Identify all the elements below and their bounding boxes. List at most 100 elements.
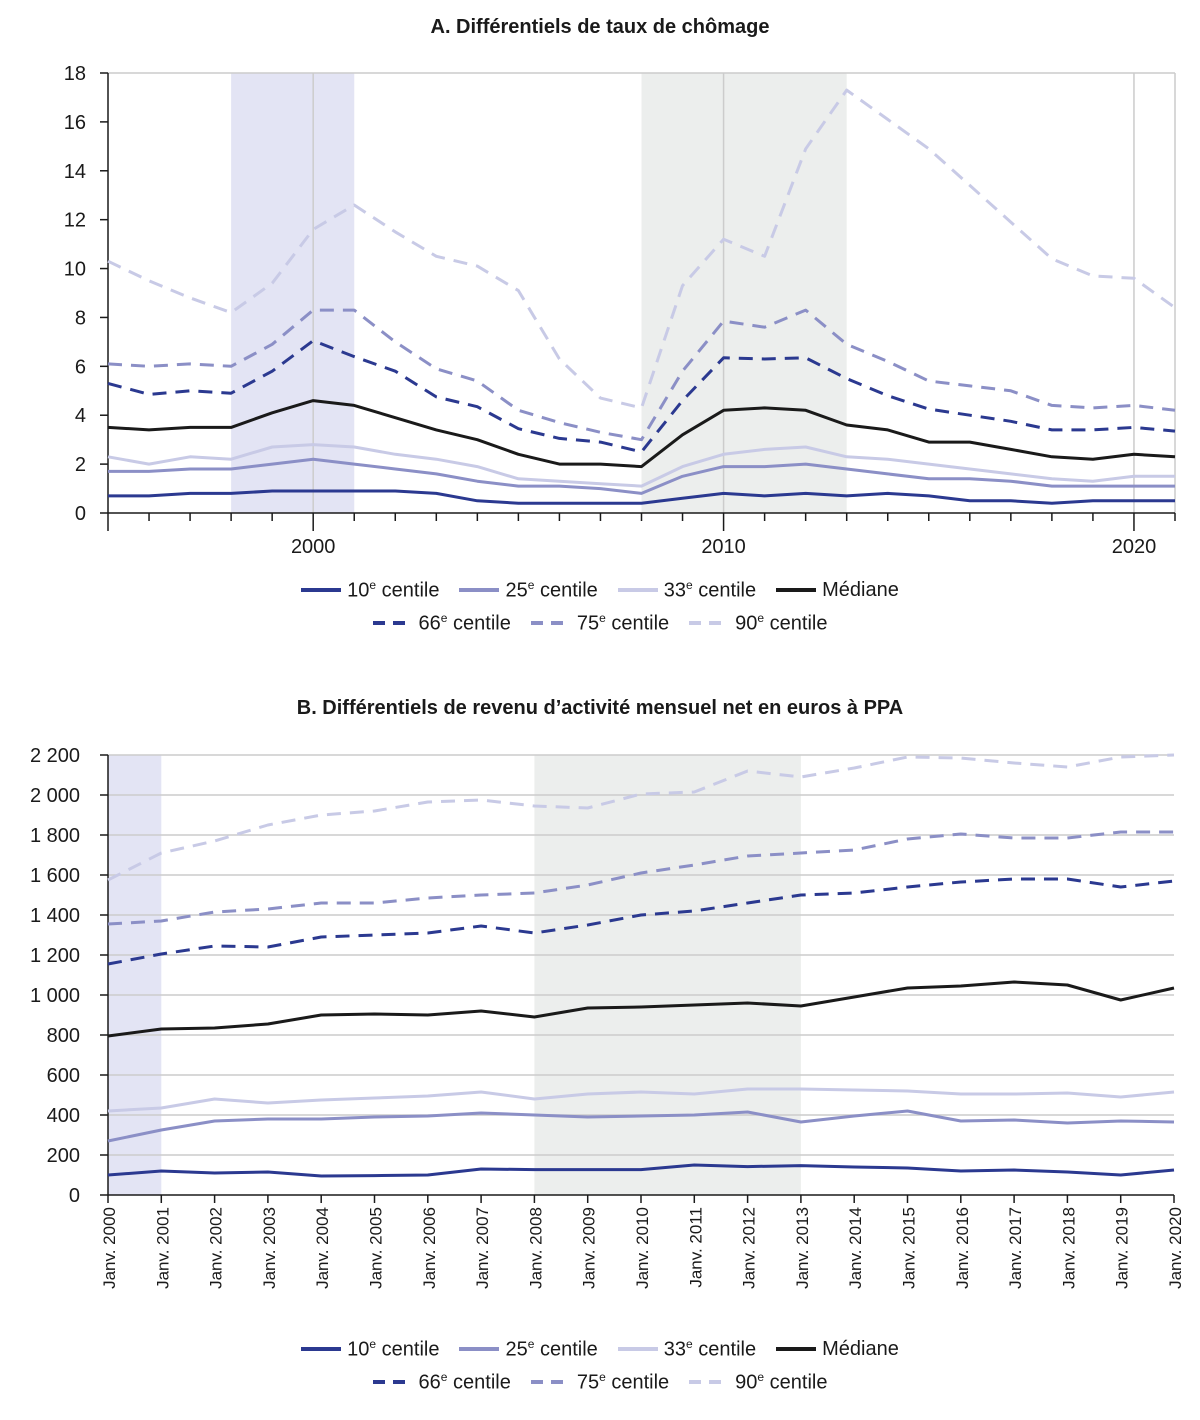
- chart-a-x-tick-label: 2010: [701, 536, 746, 558]
- chart-a-y-tick-label: 10: [64, 259, 86, 281]
- chart-b-y-tick-label: 600: [47, 1065, 80, 1087]
- chart-a-shaded-period: [641, 73, 847, 513]
- chart-a-legend-swatch-p33: [617, 588, 658, 593]
- chart-b-legend-item-p25: 25e centile: [459, 1337, 598, 1362]
- chart-b-x-tick-label: Janv. 2004: [313, 1207, 332, 1289]
- chart-b-legend-item-p66: 66e centile: [372, 1369, 511, 1395]
- chart-b-y-tick-label: 1 400: [30, 905, 80, 927]
- chart-a-legend-swatch-p10: [301, 588, 342, 593]
- chart-a-y-tick-label: 0: [75, 503, 86, 525]
- chart-a-series-line-p10: [108, 489, 1175, 505]
- chart-a-legend-swatch-p25: [459, 588, 500, 593]
- chart-a-legend-label-p90: 90e centile: [735, 610, 828, 635]
- chart-b-x-tick-label: Janv. 2000: [100, 1207, 119, 1289]
- chart-b-y-tick-label: 2 200: [30, 745, 80, 767]
- chart-a-legend-label-p33: 33e centile: [663, 578, 757, 602]
- chart-b-y-tick-label: 1 000: [30, 985, 80, 1007]
- chart-a-legend-item-med: Médiane: [776, 579, 899, 602]
- chart-a-legend-item-p66: 66e centile: [372, 610, 511, 636]
- chart-b-legend-swatch-p25: [459, 1347, 500, 1352]
- chart-b-shaded-period: [108, 755, 162, 1195]
- chart-b-legend-row: 10e centile 25e centile 33e centile Médiane: [301, 1337, 899, 1362]
- chart-b-x-tick-label: Janv. 2017: [1006, 1207, 1025, 1289]
- chart-b-x-tick-label: Janv. 2011: [686, 1207, 705, 1288]
- chart-b-x-tick-label: Janv. 2014: [846, 1207, 865, 1289]
- chart-a-legend-swatch-p75: [530, 620, 571, 625]
- chart-b-legend-label-p66: 66e centile: [418, 1369, 511, 1394]
- chart-b-legend-item-p75: 75e centile: [530, 1369, 670, 1395]
- chart-a-legend-item-p90: 90e centile: [689, 611, 827, 636]
- chart-b-legend-swatch-p90: [689, 1379, 730, 1384]
- chart-b-series-line-p10: [107, 1163, 1175, 1178]
- chart-b-y-tick-label: 400: [47, 1105, 80, 1127]
- chart-b-legend-swatch-p75: [530, 1379, 571, 1384]
- chart-a-legend-row: 10e centile 25e centile 33e centile Médiane: [301, 578, 899, 603]
- chart-b-x-tick-label: Janv. 2003: [260, 1207, 279, 1289]
- chart-b: 0 200 400 600 800 1 000 1 200 1 400 1 600 1 800 2 …: [30, 745, 1185, 1289]
- chart-b-x-tick-label: Janv. 2007: [473, 1207, 492, 1289]
- chart-b-x-tick-label: Janv. 2020: [1166, 1207, 1185, 1289]
- chart-b-x-tick-label: Janv. 2002: [207, 1207, 226, 1289]
- chart-b-series-line-med: [107, 980, 1175, 1038]
- chart-a-series-line-p25: [108, 457, 1175, 495]
- chart-b-y-tick-label: 2 000: [30, 785, 80, 807]
- chart-b-y-tick-label: 1 800: [30, 825, 80, 847]
- chart-a-shaded-period: [231, 73, 355, 513]
- chart-b-legend-swatch-p33: [617, 1347, 658, 1352]
- chart-a-series-line-p66: [107, 339, 1176, 454]
- chart-a-legend-item-p10: 10e centile: [301, 578, 439, 603]
- chart-b-x-tick-label: Janv. 2018: [1059, 1207, 1078, 1289]
- chart-a-x-tick-label: 2000: [291, 536, 336, 558]
- chart-b-legend-label-p10: 10e centile: [347, 1337, 440, 1361]
- chart-a-legend-label-p75: 75e centile: [576, 610, 670, 635]
- chart-b-series-line-p33: [107, 1087, 1175, 1113]
- chart-b-x-tick-label: Janv. 2001: [153, 1207, 172, 1289]
- chart-a-y-tick-label: 12: [64, 210, 86, 232]
- chart-b-legend-item-p90: 90e centile: [689, 1370, 827, 1395]
- chart-b-legend-label-p75: 75e centile: [576, 1369, 670, 1394]
- chart-b-legend-label-p90: 90e centile: [735, 1369, 828, 1394]
- chart-b-x-tick-label: Janv. 2016: [953, 1207, 972, 1289]
- chart-a-x-tick-label: 2020: [1112, 536, 1157, 558]
- chart-a-y-tick-label: 14: [64, 161, 86, 183]
- chart-a: 0 2 4 6 8 10 12 14 16 18 2000 2010 2020: [64, 63, 1176, 558]
- chart-b-legend-label-med: Médiane: [822, 1337, 899, 1360]
- chart-b-shaded-period: [534, 755, 801, 1195]
- chart-a-legend-row: 66e centile 75e centile 90e centile: [372, 610, 827, 636]
- chart-a-legend: 10e centile 25e centile 33e centile Médiane…: [0, 578, 1200, 635]
- chart-b-legend-item-p33: 33e centile: [617, 1337, 757, 1362]
- chart-a-series-line-p33: [107, 443, 1175, 488]
- chart-a-legend-label-p66: 66e centile: [418, 610, 511, 635]
- chart-a-series-line-med: [107, 399, 1176, 469]
- chart-b-y-tick-label: 0: [69, 1185, 80, 1207]
- chart-b-x-tick-label: Janv. 2010: [633, 1207, 652, 1289]
- chart-a-legend-item-p25: 25e centile: [459, 578, 598, 603]
- chart-a-legend-item-p75: 75e centile: [530, 610, 670, 636]
- chart-a-legend-item-p33: 33e centile: [617, 578, 757, 603]
- chart-a-y-tick-label: 18: [64, 63, 86, 85]
- chart-b-legend-swatch-p66: [372, 1379, 413, 1384]
- chart-b-x-tick-label: Janv. 2008: [526, 1207, 545, 1289]
- chart-b-legend-item-med: Médiane: [776, 1338, 899, 1361]
- chart-a-legend-swatch-med: [776, 588, 817, 593]
- chart-b-legend-item-p10: 10e centile: [301, 1337, 439, 1362]
- chart-b-x-tick-label: Janv. 2009: [580, 1207, 599, 1289]
- chart-b-legend-label-p25: 25e centile: [505, 1337, 598, 1361]
- chart-b-title: B. Différentiels de revenu d’activité me…: [296, 697, 904, 719]
- chart-b-series-line-p25: [107, 1109, 1175, 1143]
- chart-b-x-tick-label: Janv. 2005: [367, 1207, 386, 1289]
- chart-b-y-tick-label: 1 600: [30, 865, 80, 887]
- chart-b-legend-label-p33: 33e centile: [663, 1337, 757, 1361]
- chart-a-title: A. Différentiels de taux de chômage: [430, 16, 770, 38]
- chart-b-y-tick-label: 200: [47, 1145, 80, 1167]
- chart-b-y-tick-label: 800: [47, 1025, 80, 1047]
- chart-b-x-tick-label: Janv. 2012: [740, 1207, 759, 1289]
- chart-a-y-tick-label: 16: [64, 112, 86, 134]
- chart-b-x-tick-label: Janv. 2015: [900, 1207, 919, 1289]
- chart-a-y-tick-label: 4: [75, 405, 86, 427]
- chart-b-x-tick-label: Janv. 2006: [420, 1207, 439, 1289]
- chart-a-legend-label-p25: 25e centile: [505, 578, 598, 602]
- chart-a-y-tick-label: 6: [75, 356, 86, 378]
- chart-a-series-line-p75: [107, 308, 1176, 442]
